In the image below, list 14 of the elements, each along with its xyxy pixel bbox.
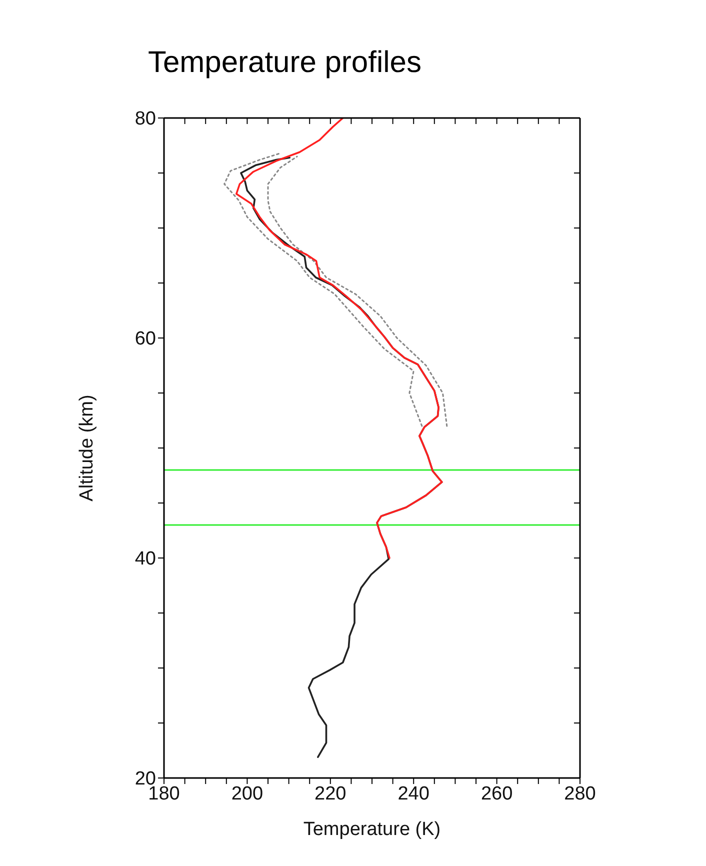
x-tick-label: 200 xyxy=(231,783,264,804)
y-tick-label: 60 xyxy=(134,328,156,350)
chart-title: Temperature profiles xyxy=(147,45,422,81)
x-tick-label: 260 xyxy=(480,783,513,804)
x-tick-label: 240 xyxy=(398,783,430,804)
y-axis-title: Altitude (km) xyxy=(76,394,98,502)
x-axis-title: Temperature (K) xyxy=(303,819,441,840)
y-tick-label: 40 xyxy=(134,548,156,570)
x-tick-label: 220 xyxy=(314,783,346,804)
x-tick-label: 280 xyxy=(564,783,596,804)
line-series xyxy=(224,152,423,427)
y-tick-label: 80 xyxy=(134,108,156,130)
line-series xyxy=(235,118,443,559)
line-series xyxy=(267,156,448,427)
